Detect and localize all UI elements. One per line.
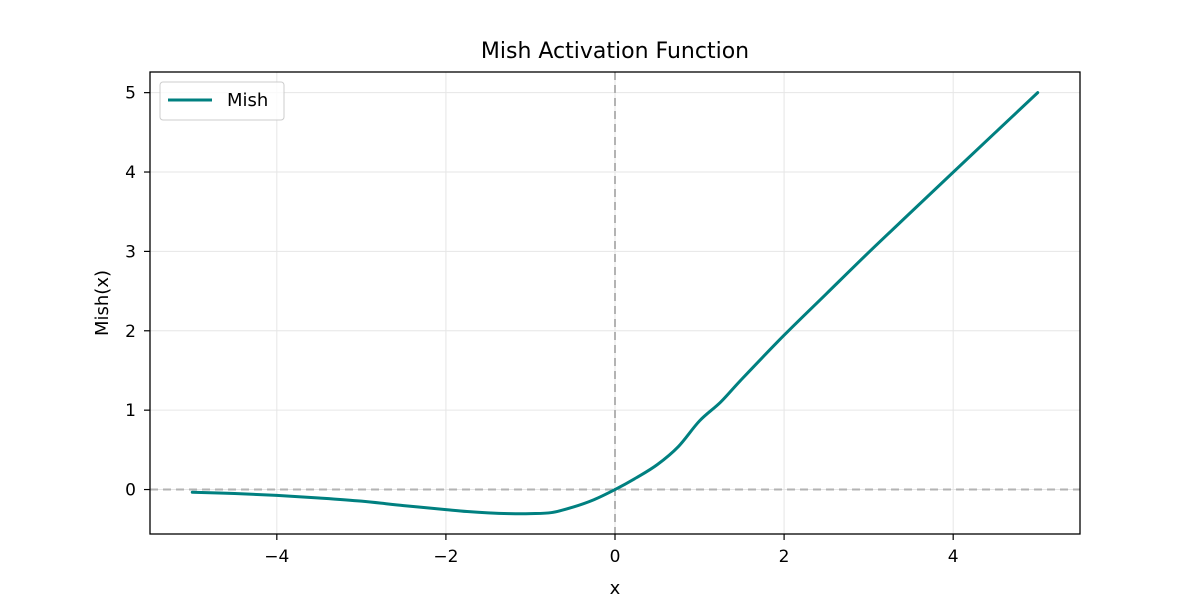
y-tick-label-3: 3	[125, 242, 136, 262]
series-line-mish	[190, 91, 1040, 516]
y-tick-label-5: 5	[125, 84, 136, 104]
y-tick-label-4: 4	[125, 163, 136, 183]
legend-label-mish: Mish	[227, 90, 268, 111]
y-tick-label-0: 0	[125, 481, 136, 501]
x-tick-label-0: −4	[264, 547, 289, 567]
reference-lines	[150, 72, 1080, 534]
y-tick-label-2: 2	[125, 322, 136, 342]
y-tick-label-1: 1	[125, 401, 136, 421]
legend: Mish	[159, 81, 285, 121]
tick-layer: −4 −2 0 2 4 0 1 2 3 4 5	[125, 84, 958, 567]
x-tick-label-4: 4	[948, 547, 959, 567]
x-tick-label-1: −2	[433, 547, 458, 567]
series-layer	[190, 91, 1040, 516]
x-tick-label-3: 2	[779, 547, 790, 567]
chart-title: Mish Activation Function	[481, 39, 749, 64]
y-axis-label: Mish(x)	[92, 270, 113, 336]
x-axis-label: x	[610, 578, 621, 599]
x-tick-label-2: 0	[610, 547, 621, 567]
legend-box	[159, 81, 285, 121]
